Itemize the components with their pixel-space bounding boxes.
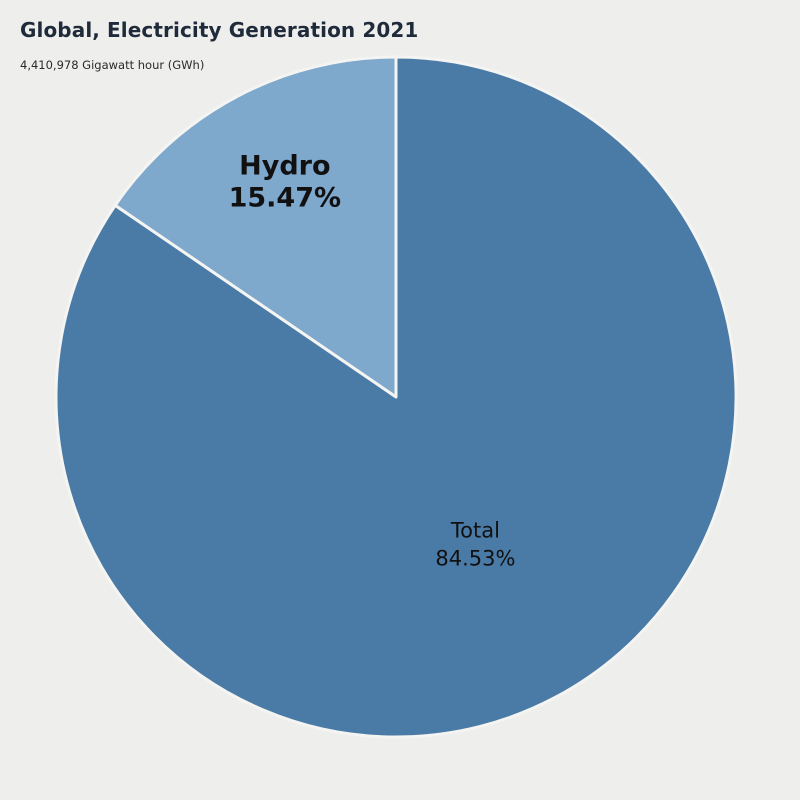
chart-subtitle: 4,410,978 Gigawatt hour (GWh) [20,58,205,72]
chart-title: Global, Electricity Generation 2021 [20,18,419,42]
slice-value-hydro: 15.47% [229,183,341,214]
slice-value-total: 84.53% [435,546,515,570]
slice-label-total: Total [450,518,500,542]
pie-slice-total [54,55,738,739]
slice-label-hydro: Hydro [239,151,330,182]
pie-slice-hydro [113,55,398,399]
